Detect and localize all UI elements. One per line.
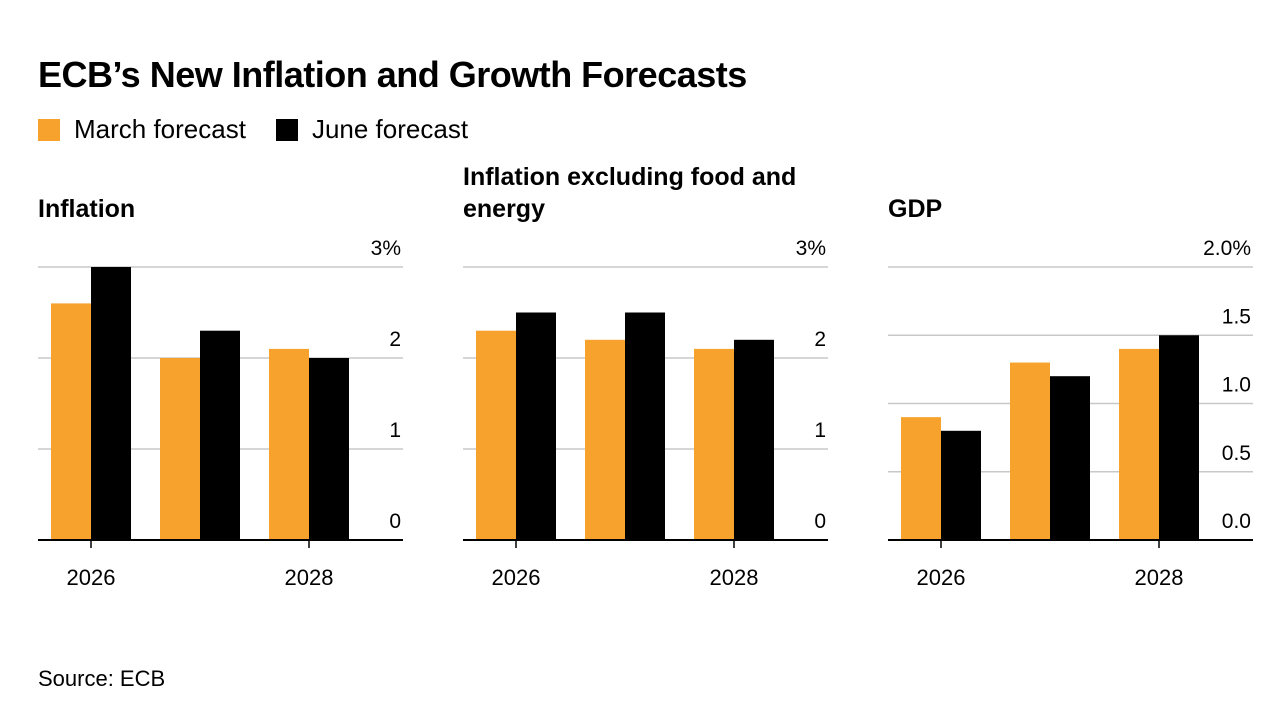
legend-item-june: June forecast [275,114,469,145]
inflation-x-tick-label: 2028 [285,565,334,590]
gdp-bar-march-2027 [1010,362,1050,540]
legend-swatch-march [38,118,60,141]
gdp-bar-march-2026 [901,417,941,540]
inflation-bar-march-2028 [269,348,309,540]
gdp-y-tick-label: 1.0 [1222,374,1251,397]
gdp-bar-june-2027 [1050,376,1090,540]
core-inflation-bar-june-2027 [625,312,665,540]
panel-title-gdp: GDP [888,195,943,223]
inflation-bar-june-2026 [91,267,131,540]
inflation-y-tick-label: 2 [389,328,401,351]
core-inflation-x-tick-label: 2026 [492,565,541,590]
chart-title: ECB’s New Inflation and Growth Forecasts [38,54,747,95]
legend-item-march: March forecast [38,114,246,145]
legend-label-june: June forecast [311,114,469,144]
core-inflation-bar-march-2027 [585,339,625,540]
inflation-bar-march-2027 [160,358,200,540]
gdp-bar-june-2028 [1159,335,1199,540]
core-inflation-bar-march-2026 [476,330,516,540]
legend-swatch-june [275,118,298,141]
gdp-x-tick-label: 2028 [1135,565,1184,590]
source-note: Source: ECB [38,666,166,691]
core-inflation-bar-june-2028 [734,339,774,540]
core-inflation-y-tick-label: 2 [814,328,826,351]
gdp-y-tick-label: 1.5 [1222,305,1251,328]
core-inflation-y-tick-label: 1 [814,419,826,442]
core-inflation-bar-march-2028 [694,348,734,540]
panel-title-core-inflation: Inflation excluding food and energy [463,163,797,223]
inflation-y-tick-label: 3% [371,237,401,260]
inflation-bar-june-2028 [309,358,349,540]
gdp-y-tick-label: 2.0% [1203,237,1251,260]
inflation-y-tick-label: 0 [389,510,401,533]
gdp-x-tick-label: 2026 [917,565,966,590]
inflation-bar-june-2027 [200,330,240,540]
legend-label-march: March forecast [74,114,246,144]
inflation-y-tick-label: 1 [389,419,401,442]
legend: March forecast June forecast [38,114,498,145]
gdp-bar-march-2028 [1119,348,1159,540]
core-inflation-bar-june-2026 [516,312,556,540]
core-inflation-x-tick-label: 2028 [710,565,759,590]
gdp-y-tick-label: 0.0 [1222,510,1251,533]
inflation-bar-march-2026 [51,303,91,540]
inflation-x-tick-label: 2026 [67,565,116,590]
core-inflation-y-tick-label: 3% [796,237,826,260]
core-inflation-y-tick-label: 0 [814,510,826,533]
gdp-y-tick-label: 0.5 [1222,442,1251,465]
gdp-bar-june-2026 [941,430,981,540]
panel-title-inflation: Inflation [38,195,136,223]
